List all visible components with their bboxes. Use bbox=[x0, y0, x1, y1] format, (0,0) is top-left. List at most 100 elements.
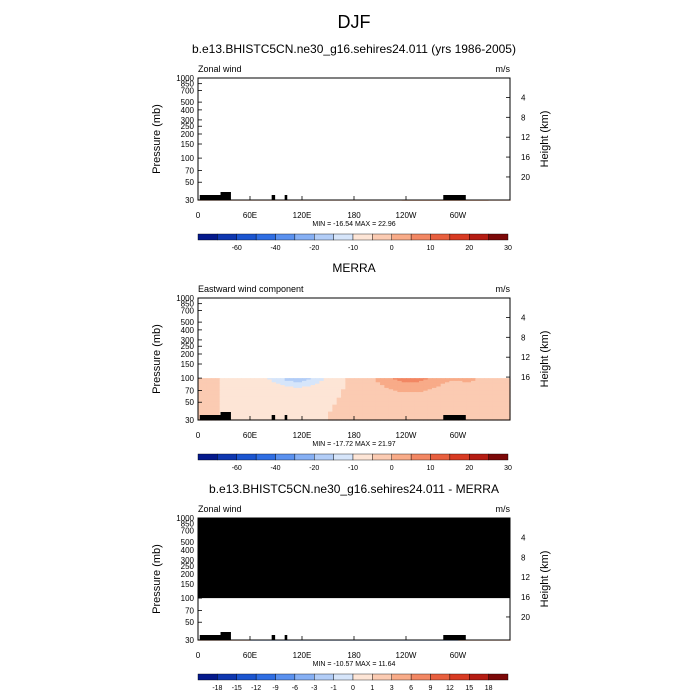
heatmap-cell bbox=[323, 415, 329, 418]
heatmap-cell bbox=[250, 392, 255, 395]
heatmap-cell bbox=[211, 394, 216, 397]
y-tick-label: 250 bbox=[181, 122, 195, 131]
heatmap-cell bbox=[501, 407, 507, 410]
heatmap-cell bbox=[332, 382, 338, 385]
heatmap-cell bbox=[323, 379, 329, 382]
heatmap-cell bbox=[367, 396, 372, 399]
colorbar-swatch bbox=[333, 233, 354, 241]
heatmap-cell bbox=[354, 403, 359, 406]
heatmap-cell bbox=[219, 400, 225, 403]
heatmap-cell bbox=[393, 408, 398, 411]
heatmap-cell bbox=[289, 417, 294, 420]
heatmap-cell bbox=[479, 393, 485, 396]
heatmap-cell bbox=[328, 396, 333, 399]
heatmap-cell bbox=[436, 411, 442, 414]
heatmap-cell bbox=[471, 389, 476, 392]
heatmap-cell bbox=[484, 400, 489, 403]
heatmap-cell bbox=[306, 392, 312, 395]
heatmap-cell bbox=[406, 378, 411, 381]
heatmap-cell bbox=[198, 383, 203, 386]
heatmap-cell bbox=[505, 410, 511, 413]
heatmap-cell bbox=[228, 382, 234, 385]
heatmap-cell bbox=[241, 379, 247, 382]
y-tick-label: 500 bbox=[181, 318, 195, 327]
heatmap-cell bbox=[492, 406, 498, 409]
heatmap-cell bbox=[232, 385, 238, 388]
heatmap-cell bbox=[471, 413, 476, 416]
heatmap-cell bbox=[280, 383, 286, 386]
heatmap-cell bbox=[449, 389, 455, 392]
heatmap-cell bbox=[410, 400, 416, 403]
heatmap-cell bbox=[341, 385, 346, 388]
heatmap-cell bbox=[297, 417, 303, 420]
heatmap-cell bbox=[488, 387, 494, 390]
heatmap-cell bbox=[332, 410, 338, 413]
heatmap-cell bbox=[319, 389, 325, 392]
heatmap-cell bbox=[241, 386, 247, 389]
colorbar-swatch bbox=[333, 453, 354, 461]
heatmap-cell bbox=[332, 389, 338, 392]
heatmap-cell bbox=[445, 379, 450, 382]
heatmap-cell bbox=[315, 411, 320, 414]
heatmap-cell bbox=[228, 379, 234, 382]
heatmap-cell bbox=[328, 407, 333, 410]
heatmap-cell bbox=[397, 379, 403, 382]
terrain-block bbox=[220, 192, 231, 200]
heatmap-cell bbox=[198, 396, 203, 399]
heatmap-cell bbox=[254, 413, 260, 416]
heatmap-cell bbox=[341, 410, 346, 413]
heatmap-cell bbox=[358, 406, 364, 409]
heatmap-cell bbox=[497, 378, 502, 381]
heatmap-cell bbox=[375, 417, 381, 420]
colorbar-label: -60 bbox=[232, 245, 242, 252]
heatmap-cell bbox=[328, 389, 333, 392]
heatmap-cell bbox=[371, 387, 377, 390]
heatmap-cell bbox=[497, 403, 502, 406]
heatmap-cell bbox=[250, 383, 255, 386]
heatmap-cell bbox=[458, 411, 463, 414]
heatmap-cell bbox=[358, 387, 364, 390]
heatmap-cell bbox=[211, 382, 216, 385]
heatmap-cell bbox=[432, 396, 437, 399]
heatmap-cell bbox=[228, 399, 234, 402]
heatmap-cell bbox=[267, 414, 273, 417]
heatmap-cell bbox=[349, 399, 355, 402]
heatmap-cell bbox=[354, 382, 359, 385]
heatmap-cell bbox=[371, 379, 377, 382]
heatmap-cell bbox=[284, 403, 290, 406]
heatmap-cell bbox=[263, 380, 268, 383]
heatmap-cell bbox=[453, 380, 459, 383]
heatmap-cell bbox=[414, 400, 420, 403]
heatmap-cell bbox=[211, 411, 216, 414]
heatmap-cell bbox=[215, 383, 221, 386]
heatmap-cell bbox=[293, 393, 299, 396]
heatmap-cell bbox=[319, 378, 325, 381]
heatmap-cell bbox=[284, 397, 290, 400]
heatmap-cell bbox=[466, 393, 472, 396]
heatmap-cell bbox=[306, 380, 312, 383]
heatmap-cell bbox=[267, 399, 273, 402]
heatmap-cell bbox=[328, 408, 333, 411]
heatmap-cell bbox=[471, 379, 476, 382]
heatmap-cell bbox=[488, 396, 494, 399]
heatmap-cell bbox=[367, 406, 372, 409]
heatmap-cell bbox=[280, 380, 286, 383]
heatmap-cell bbox=[354, 414, 359, 417]
heatmap-cell bbox=[280, 413, 286, 416]
heatmap-cell bbox=[310, 387, 316, 390]
heatmap-cell bbox=[401, 413, 407, 416]
x-tick-label: 120E bbox=[293, 431, 312, 440]
heatmap-cell bbox=[267, 396, 273, 399]
heatmap-cell bbox=[276, 390, 281, 393]
heatmap-cell bbox=[410, 406, 416, 409]
heatmap-cell bbox=[211, 407, 216, 410]
heatmap-cell bbox=[501, 390, 507, 393]
heatmap-cell bbox=[211, 413, 216, 416]
x-tick-label: 120W bbox=[396, 211, 417, 220]
heatmap-cell bbox=[211, 379, 216, 382]
heatmap-cell bbox=[488, 404, 494, 407]
heatmap-cell bbox=[267, 408, 273, 411]
heatmap-cell bbox=[384, 382, 390, 385]
heatmap-cell bbox=[505, 400, 511, 403]
heatmap-cell bbox=[393, 396, 398, 399]
